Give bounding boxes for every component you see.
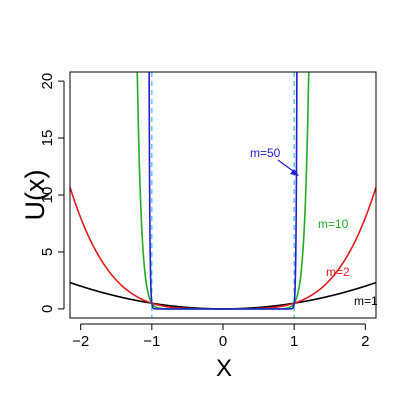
- y-tick-label: 10: [39, 187, 56, 204]
- series-label-m-2: m=2: [326, 265, 350, 279]
- y-axis: 0 5 10 15 20: [39, 73, 65, 313]
- x-tick-label: 1: [290, 333, 298, 350]
- y-tick-label: 0: [39, 305, 56, 313]
- x-tick-label: 0: [219, 333, 227, 350]
- y-axis-title: U(x): [20, 170, 50, 221]
- series-label-m-10: m=10: [318, 217, 349, 231]
- series-label-m-50: m=50: [250, 146, 281, 160]
- series-line-m-2: [70, 186, 376, 310]
- y-tick-label: 15: [39, 130, 56, 147]
- x-tick-label: −2: [72, 333, 89, 350]
- series-line-m-1: [70, 281, 376, 310]
- x-tick-label: −1: [143, 333, 160, 350]
- y-tick-label: 20: [39, 73, 56, 90]
- x-axis-title: X: [216, 355, 232, 382]
- x-tick-label: 2: [361, 333, 369, 350]
- annotation-arrowhead: [290, 169, 299, 176]
- plot-frame: [69, 71, 377, 319]
- y-tick-label: 5: [39, 248, 56, 256]
- x-axis: −2 −1 0 1 2: [72, 323, 369, 350]
- series-line-m-10: [136, 72, 310, 310]
- series-line-m-50: [148, 72, 298, 310]
- series-label-m-1: m=1: [354, 294, 378, 308]
